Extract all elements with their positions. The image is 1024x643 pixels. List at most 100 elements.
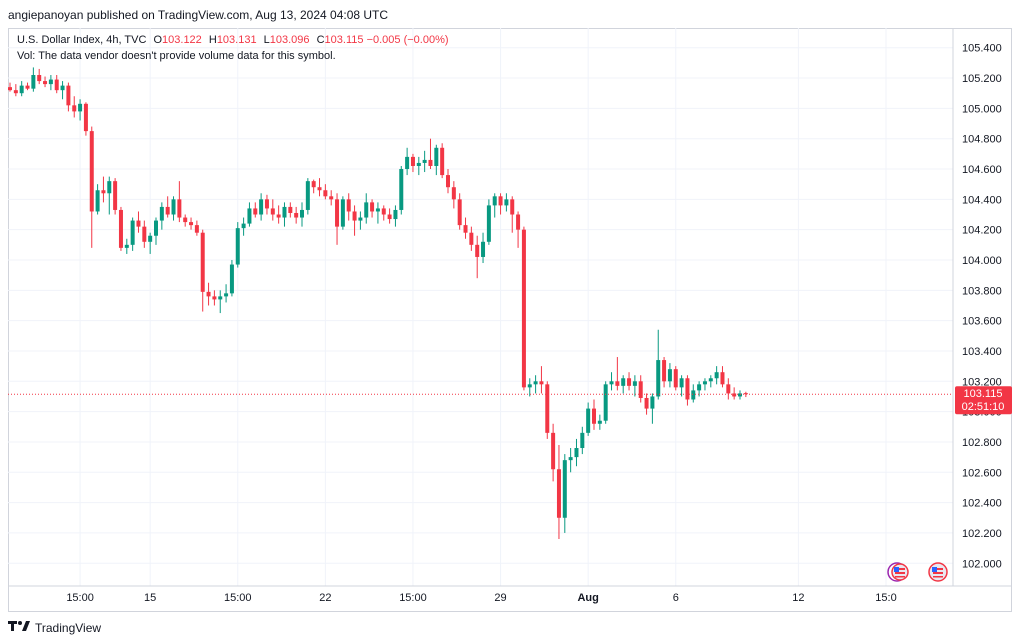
- time-tick-label: 12: [792, 592, 804, 604]
- candle-body: [247, 208, 252, 224]
- candle: [685, 375, 690, 406]
- candle-body: [691, 390, 696, 400]
- candle-body: [31, 75, 36, 89]
- candle-body: [13, 90, 18, 94]
- candle-body: [667, 369, 672, 382]
- time-tick-label: 29: [494, 592, 506, 604]
- candle-body: [486, 205, 491, 242]
- candle-body: [498, 196, 503, 206]
- candle-body: [375, 208, 380, 212]
- candle: [194, 220, 199, 236]
- time-tick-label: 15: [144, 592, 156, 604]
- candle-body: [159, 206, 164, 221]
- event-flag-us-icon-2[interactable]: [928, 562, 948, 582]
- candle-body: [656, 360, 661, 397]
- candle: [638, 375, 643, 403]
- candle-body: [551, 432, 556, 470]
- candle: [352, 205, 357, 236]
- candle-body: [259, 199, 264, 215]
- candle: [545, 381, 550, 439]
- candle: [486, 199, 491, 245]
- candle: [37, 68, 42, 85]
- candle: [381, 205, 386, 221]
- candle-body: [229, 264, 234, 294]
- candle: [13, 84, 18, 97]
- candle: [358, 211, 363, 230]
- ohlc-legend[interactable]: U.S. Dollar Index, 4h, TVC O103.122 H103…: [17, 34, 449, 46]
- candle: [107, 176, 112, 215]
- symbol-title[interactable]: U.S. Dollar Index, 4h, TVC: [17, 34, 147, 46]
- tradingview-logo-icon[interactable]: [8, 620, 30, 635]
- price-tick-label: 104.600: [962, 164, 1002, 176]
- candle: [346, 193, 351, 221]
- price-tick-label: 102.800: [962, 437, 1002, 449]
- candle-body: [335, 199, 340, 227]
- candle-body: [305, 181, 310, 210]
- candle: [440, 143, 445, 179]
- candle: [165, 196, 170, 218]
- candle: [393, 205, 398, 227]
- candle: [463, 217, 468, 239]
- price-axis[interactable]: 105.400 105.200 105.000 104.800 104.600 104.4…: [962, 43, 1002, 571]
- candle: [89, 126, 94, 248]
- candle-body: [743, 393, 748, 395]
- candle: [451, 181, 456, 209]
- event-flag-us-icon[interactable]: [887, 562, 909, 582]
- candle-body: [615, 381, 620, 386]
- candle: [521, 226, 526, 391]
- candle: [673, 366, 678, 391]
- candle-body: [457, 199, 462, 226]
- candle-body: [539, 381, 544, 385]
- candle-body: [463, 225, 468, 233]
- brand-name[interactable]: TradingView: [35, 620, 102, 635]
- candle: [66, 82, 71, 112]
- candle-body: [685, 378, 690, 400]
- candle-body: [481, 241, 486, 257]
- candle: [31, 67, 36, 92]
- candle-body: [399, 169, 404, 210]
- close-label: C: [316, 34, 325, 46]
- candle: [697, 381, 702, 397]
- candle: [726, 378, 731, 400]
- candle: [410, 153, 415, 173]
- candle-body: [562, 460, 567, 518]
- candle-body: [264, 199, 269, 209]
- candle: [130, 217, 135, 251]
- candle-body: [194, 225, 199, 233]
- price-tick-label: 103.400: [962, 346, 1002, 358]
- candle: [399, 165, 404, 215]
- price-tick-label: 104.400: [962, 194, 1002, 206]
- candle: [720, 366, 725, 388]
- candle: [154, 217, 158, 245]
- candle: [83, 102, 88, 136]
- open-label: O: [153, 34, 163, 46]
- candle-body: [60, 85, 65, 91]
- time-tick-label: 22: [319, 592, 331, 604]
- candle-body: [586, 408, 591, 433]
- candle: [738, 390, 742, 400]
- high-label: H: [208, 34, 217, 46]
- candle-body: [294, 212, 299, 218]
- candle: [8, 82, 12, 92]
- price-tick-label: 102.400: [962, 498, 1002, 510]
- candle-body: [446, 175, 450, 188]
- candle-body: [37, 75, 42, 82]
- last-price-tag: 103.115 02:51:10: [955, 386, 1012, 415]
- candle-body: [323, 190, 328, 197]
- candle: [656, 329, 661, 400]
- time-axis[interactable]: 15:00 15 15:00 22 15:00 29 Aug 6 12 15:0: [66, 592, 896, 604]
- high-value: 103.131: [216, 34, 257, 46]
- price-chart[interactable]: 105.400 105.200 105.000 104.800 104.600 104.4…: [0, 0, 1024, 612]
- price-tick-label: 105.400: [962, 43, 1002, 55]
- candle-body: [662, 360, 667, 382]
- candle: [621, 375, 626, 394]
- candle: [405, 147, 410, 176]
- candle-body: [370, 202, 375, 212]
- candle-body: [679, 378, 684, 388]
- candle: [375, 202, 380, 224]
- candle: [124, 238, 129, 254]
- candle-body: [136, 220, 141, 227]
- price-tick-label: 102.600: [962, 467, 1002, 479]
- candle: [586, 402, 591, 436]
- candle: [562, 454, 567, 533]
